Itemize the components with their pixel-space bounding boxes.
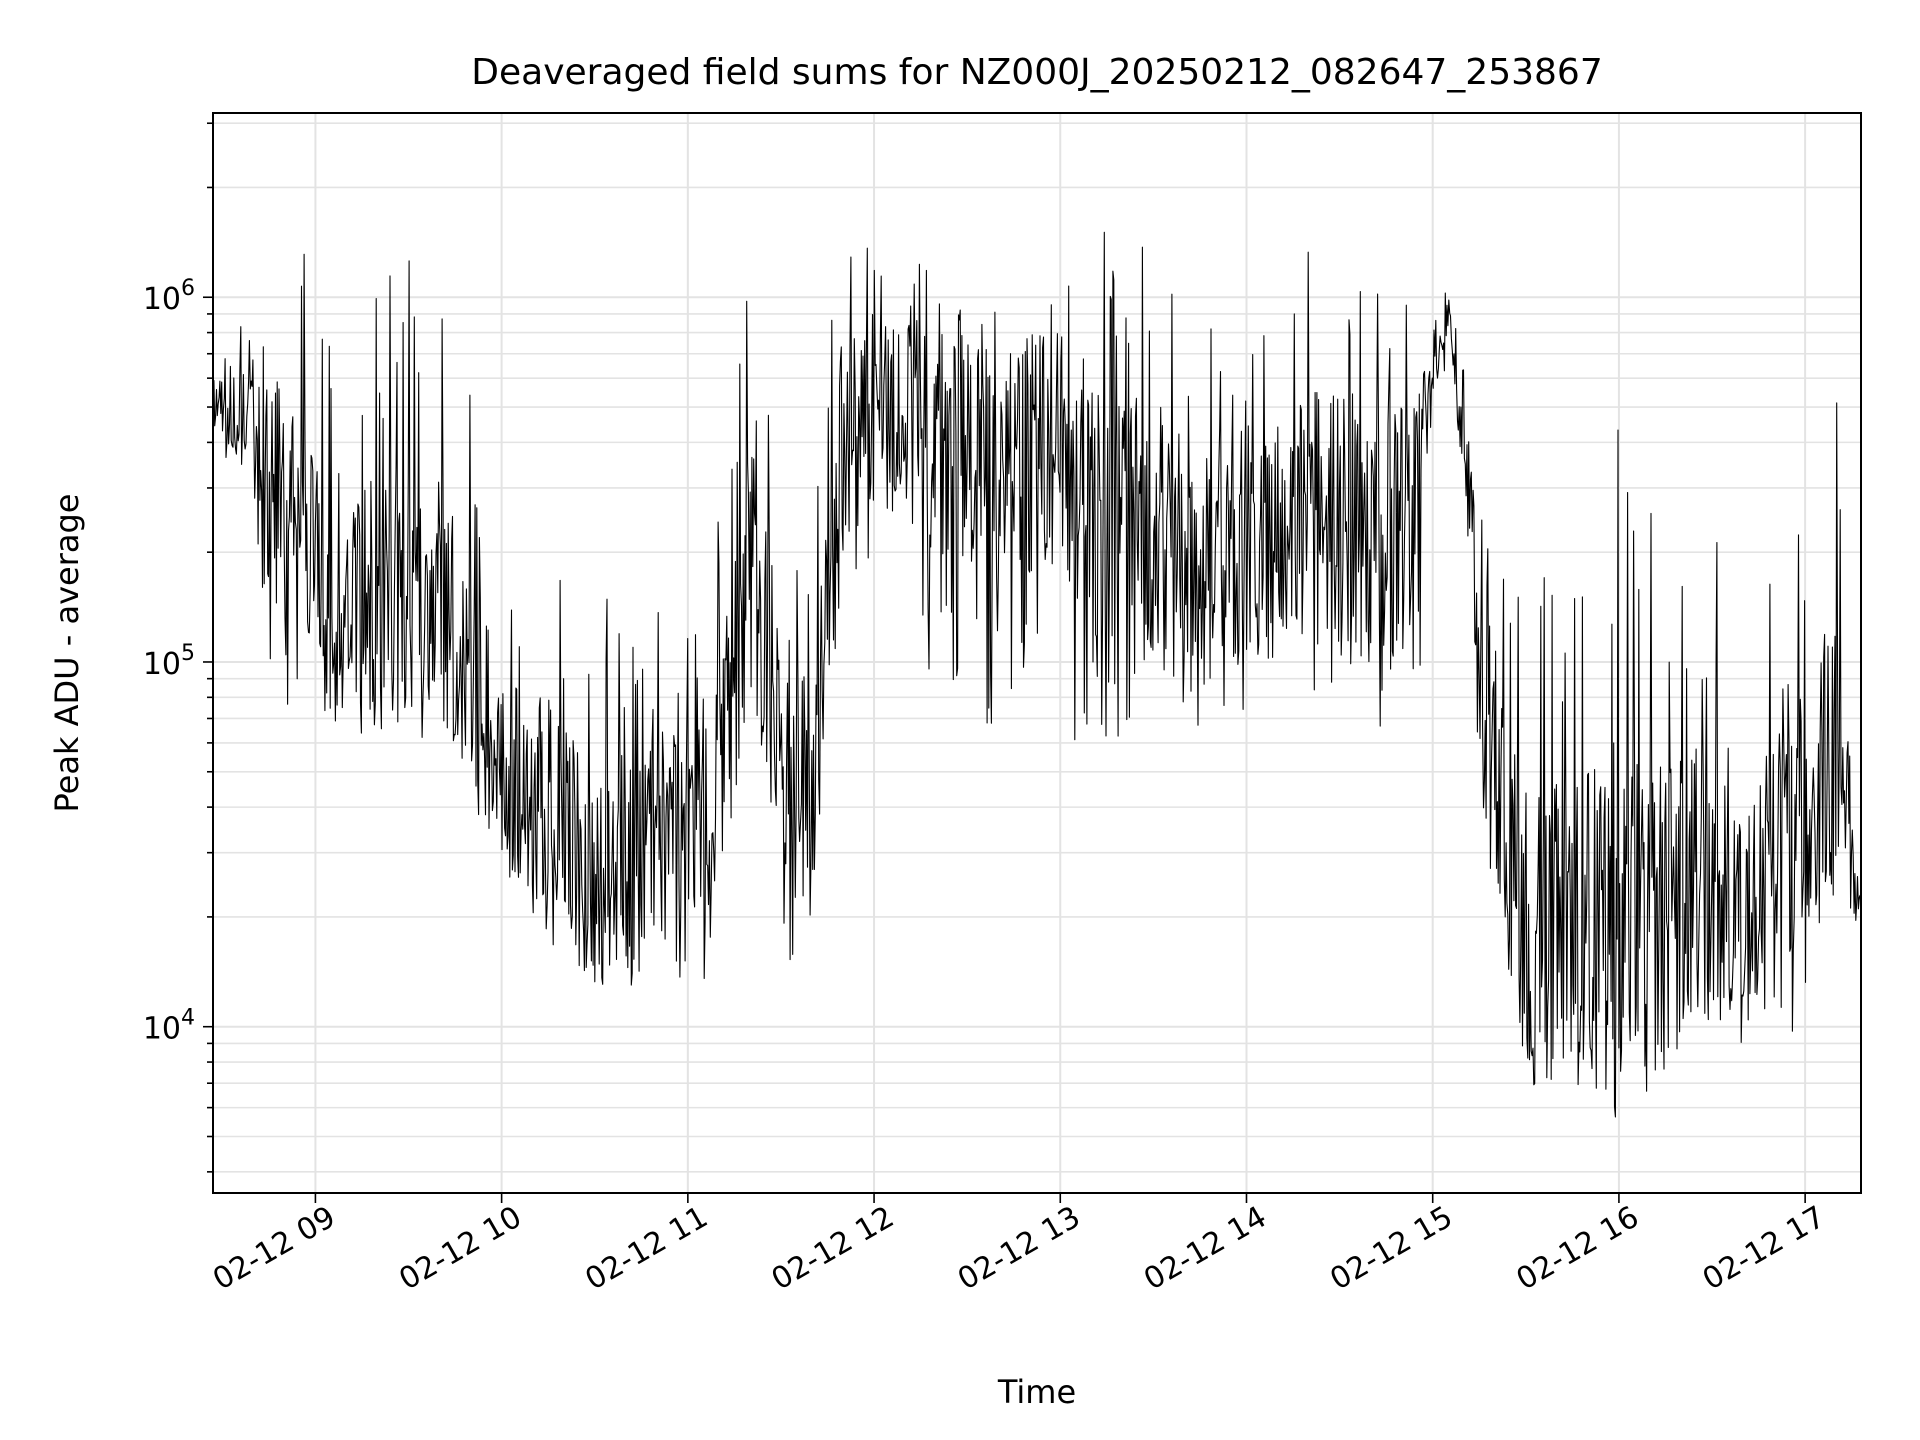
x-tick-label: 02-12 15 [1324,1200,1458,1298]
y-axis-label: Peak ADU - average [48,494,86,813]
chart-title: Deaveraged field sums for NZ000J_2025021… [471,52,1602,93]
series-line [212,231,1862,1118]
x-tick-label: 02-12 12 [766,1200,900,1298]
x-tick-label: 02-12 13 [952,1200,1086,1298]
x-tick-label: 02-12 17 [1697,1200,1831,1298]
plot-area [212,112,1862,1194]
series-layer [212,231,1862,1118]
y-tick-label: 105 [143,641,195,682]
y-ticks: 104 105 106 [143,122,213,1173]
x-tick-label: 02-12 09 [207,1200,341,1298]
x-ticks: 02-12 09 02-12 10 02-12 11 02-12 12 02-12 13… [207,1193,1831,1297]
x-tick-label: 02-12 10 [393,1200,527,1298]
y-tick-label: 106 [143,276,195,317]
x-axis-label: Time [997,1373,1076,1411]
y-tick-label: 104 [143,1006,195,1047]
x-tick-label: 02-12 11 [580,1200,714,1298]
x-tick-label: 02-12 14 [1138,1200,1272,1298]
x-tick-label: 02-12 16 [1511,1200,1645,1298]
